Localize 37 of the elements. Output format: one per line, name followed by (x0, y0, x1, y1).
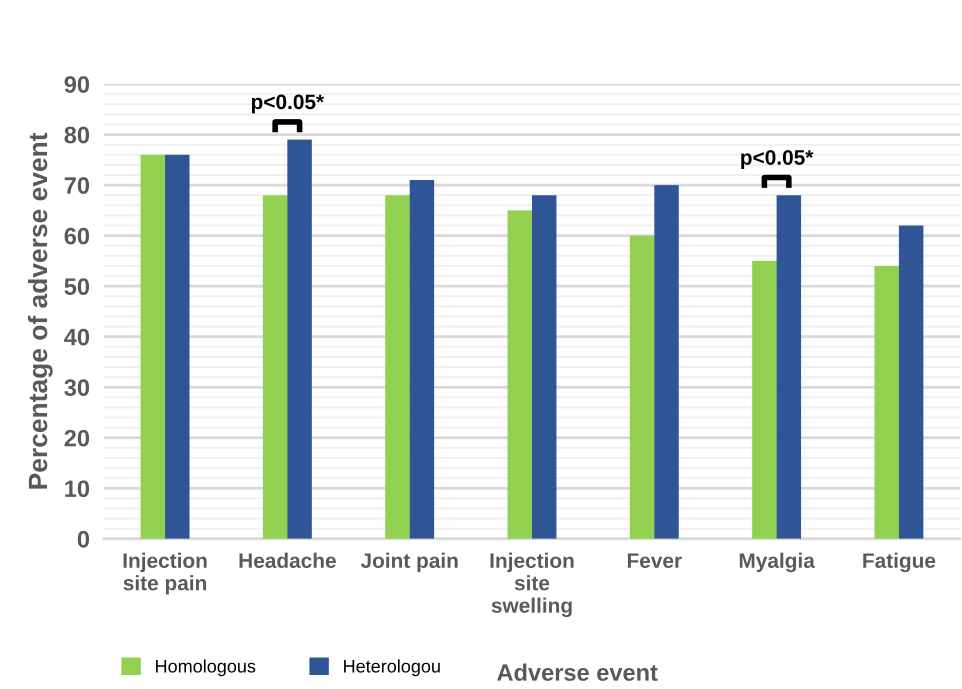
y-axis-title: Percentage of adverse event (28, 132, 53, 489)
annotation: p<0.05* (741, 150, 814, 169)
bar (508, 210, 532, 539)
x-tick-label: Fever (628, 553, 682, 568)
y-tick-label: 20 (64, 430, 90, 447)
y-tick-label: 40 (64, 328, 90, 346)
y-tick-label: 50 (64, 278, 90, 295)
y-tick-label: 90 (64, 76, 90, 93)
y-tick-label: 70 (64, 177, 90, 194)
bar (752, 260, 777, 539)
y-tick-label: 10 (65, 480, 90, 498)
bar (262, 195, 288, 539)
y-tick-label: 30 (64, 379, 90, 396)
annotation: p<0.05* (252, 94, 324, 114)
y-tick-label: 80 (64, 126, 90, 144)
x-tick-label: Headache (240, 552, 336, 568)
bar (385, 195, 410, 539)
bar (140, 154, 166, 539)
x-tick-label: Myalgia (740, 552, 815, 572)
x-tick-label: Joint pain (360, 552, 458, 572)
bar (654, 185, 679, 539)
bar (532, 195, 556, 539)
y-tick-label: 0 (78, 530, 90, 548)
bar (898, 226, 924, 539)
x-tick-label: Fatigue (863, 552, 936, 572)
bar (410, 180, 434, 539)
legend-label: Heterologou (344, 659, 440, 676)
bar (874, 266, 899, 539)
legend-label: Homologous (156, 659, 256, 676)
x-tick-label: Injection site swelling (490, 552, 574, 618)
x-tick-label: Injection site pain (124, 552, 207, 595)
y-tick-label: 60 (64, 228, 90, 244)
bar (630, 236, 654, 539)
x-axis-title: Adverse event (497, 664, 658, 681)
bar (165, 154, 190, 539)
bar (776, 195, 802, 539)
bar (287, 140, 312, 539)
